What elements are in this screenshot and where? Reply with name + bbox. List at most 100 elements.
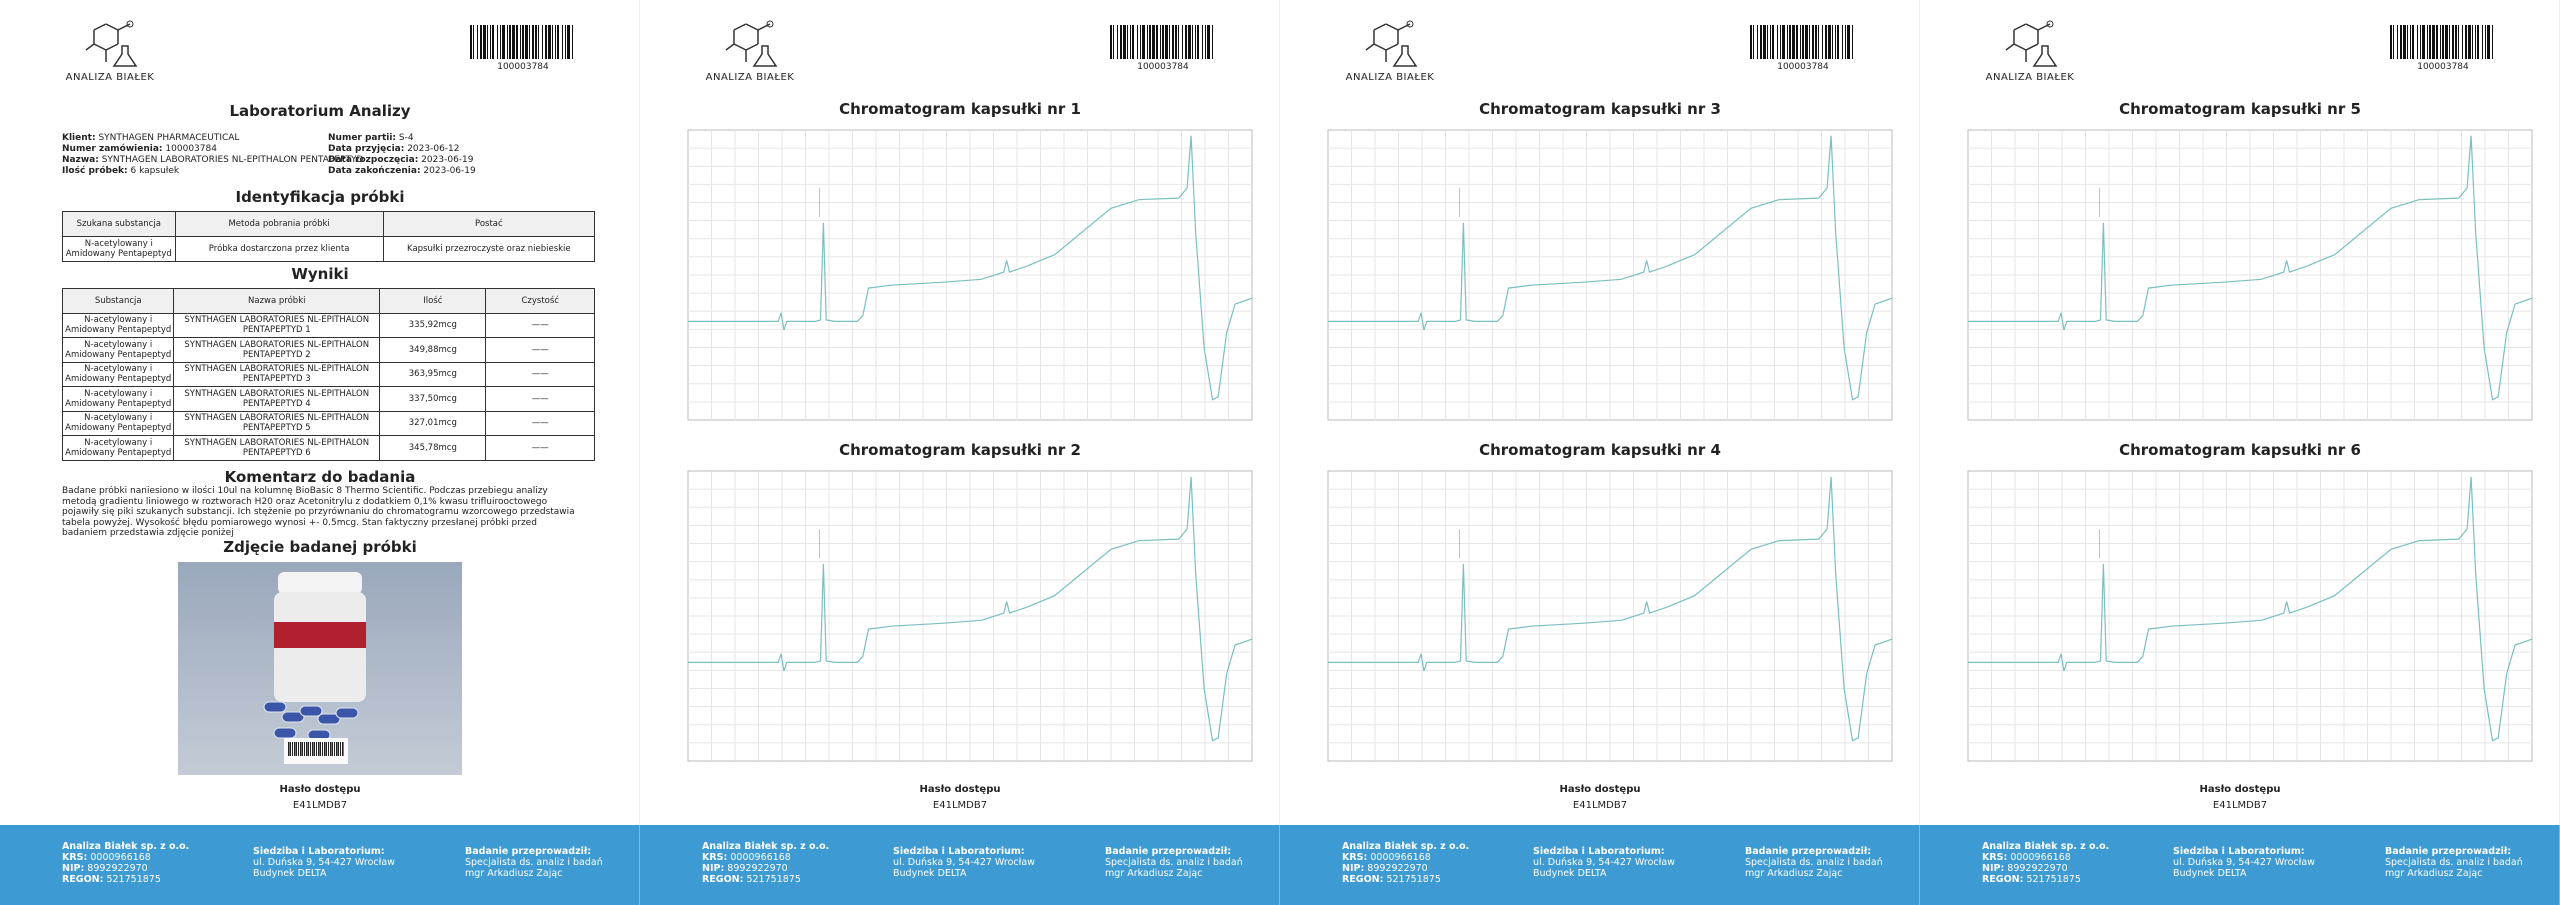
photo-barcode-bar — [308, 742, 309, 756]
registry-value: 0000966168 — [2010, 852, 2071, 863]
barcode-bar — [1202, 25, 1203, 59]
barcode-bar — [532, 25, 534, 59]
info-row: Klient: SYNTHAGEN PHARMACEUTICAL — [62, 133, 363, 144]
barcode-bar — [1165, 25, 1168, 59]
footer-registry: REGON: 521751875 — [62, 874, 189, 885]
barcode-bar — [1828, 25, 1831, 59]
registry-label: KRS: — [62, 852, 88, 863]
table-header: Szukana substancja — [62, 211, 176, 237]
barcode-bar — [1760, 25, 1762, 59]
logo-line — [105, 43, 119, 51]
photo-barcode-bar — [302, 742, 303, 756]
info-value: SYNTHAGEN PHARMACEUTICAL — [98, 133, 240, 143]
logo-icon — [1365, 20, 1418, 67]
logo-line — [93, 43, 107, 51]
info-label: Data zakończenia: — [328, 166, 421, 176]
barcode-bar — [1772, 25, 1774, 59]
photo-barcode-bar — [334, 742, 335, 756]
barcode-bar — [2485, 25, 2486, 59]
footer-examiner-line: Specjalista ds. analiz i badań — [1745, 857, 1883, 868]
barcode — [2390, 25, 2493, 59]
footer-examiner-line: mgr Arkadiusz Zając — [2385, 868, 2483, 879]
chart-title: Chromatogram kapsułki nr 4 — [1479, 441, 1721, 459]
registry-value: 0000966168 — [730, 852, 791, 863]
logo-flask — [2032, 45, 2058, 67]
chromatogram-trace — [1328, 135, 1893, 401]
registry-value: 8992922970 — [1367, 863, 1428, 874]
section-title: Komentarz do badania — [224, 468, 416, 486]
registry-label: NIP: — [702, 863, 725, 874]
footer-address-line: Budynek DELTA — [253, 868, 327, 879]
logo-line — [757, 23, 771, 31]
barcode-bar — [1172, 25, 1174, 59]
photo-barcode-bar — [288, 742, 290, 756]
barcode-bar — [555, 25, 556, 59]
table-header-row: Substancja Nazwa próbki Ilość Czystość — [61, 288, 595, 314]
registry-label: REGON: — [1982, 874, 2024, 885]
section-title: Zdjęcie badanej próbki — [223, 538, 417, 556]
barcode-bar — [2397, 25, 2398, 59]
barcode-bar — [1188, 25, 1191, 59]
barcode-bar — [1750, 25, 1752, 59]
barcode-bar — [1117, 25, 1118, 59]
info-label: Nazwa: — [62, 155, 99, 165]
barcode-bar — [1120, 25, 1122, 59]
barcode-bar — [2417, 25, 2418, 59]
barcode-bar — [2436, 25, 2438, 59]
footer-address-line: ul. Duńska 9, 54-427 Wrocław — [1533, 857, 1675, 868]
barcode-bar — [565, 25, 566, 59]
table-cell: N-acetylowany i Amidowany Pentapeptyd — [62, 236, 176, 262]
logo-line — [725, 43, 735, 51]
footer-registry: REGON: 521751875 — [1982, 874, 2109, 885]
barcode-bar — [1789, 25, 1791, 59]
table-cell: 337,50mcg — [379, 386, 487, 412]
barcode-bar — [2455, 25, 2457, 59]
footer-address-title: Siedziba i Laboratorium: — [893, 846, 1025, 857]
chromatogram — [1967, 470, 2533, 762]
footer-address-line: Budynek DELTA — [2173, 868, 2247, 879]
photo-barcode-bar — [314, 742, 315, 756]
photo-barcode-bar — [312, 742, 314, 756]
barcode-bar — [2393, 25, 2394, 59]
barcode-bar — [509, 25, 511, 59]
barcode-bar — [1837, 25, 1839, 59]
table-header: Postać — [382, 211, 596, 237]
footer-examiner-line: mgr Arkadiusz Zając — [1745, 868, 1843, 879]
info-value: SYNTHAGEN LABORATORIES NL-EPITHALON PENT… — [101, 155, 364, 165]
barcode-bar — [1757, 25, 1758, 59]
table-row: N-acetylowany i Amidowany Pentapeptyd SYN… — [61, 337, 595, 363]
barcode-bar — [1805, 25, 1808, 59]
table-header: Nazwa próbki — [173, 288, 381, 314]
table-row: N-acetylowany i Amidowany Pentapeptyd Pró… — [62, 236, 596, 262]
photo-barcode-bar — [338, 742, 339, 756]
registry-label: REGON: — [62, 874, 104, 885]
footer-registry: REGON: 521751875 — [702, 874, 829, 885]
barcode-bar — [2432, 25, 2435, 59]
barcode-bar — [2390, 25, 2392, 59]
barcode-bar — [2452, 25, 2454, 59]
footer-address-line: ul. Duńska 9, 54-427 Wrocław — [2173, 857, 2315, 868]
barcode-bar — [1195, 25, 1196, 59]
barcode-bar — [492, 25, 494, 59]
section-title: Wyniki — [291, 265, 349, 283]
info-label: Numer zamówienia: — [62, 144, 163, 154]
registry-value: 521751875 — [1386, 874, 1441, 885]
table-header: Ilość — [379, 288, 487, 314]
barcode-bar — [480, 25, 482, 59]
footer-address-title: Siedziba i Laboratorium: — [253, 846, 385, 857]
info-row: Data rozpoczęcia: 2023-06-19 — [328, 155, 476, 166]
barcode-bar — [1818, 25, 1819, 59]
info-value: 100003784 — [165, 144, 217, 154]
table-header-row: Szukana substancja Metoda pobrania próbki… — [62, 211, 596, 237]
barcode-bar — [2440, 25, 2441, 59]
logo-node — [1406, 20, 1414, 28]
logo-line — [2037, 23, 2051, 31]
barcode-bar — [1169, 25, 1170, 59]
barcode-bar — [535, 25, 537, 59]
barcode-bar — [2407, 25, 2408, 59]
barcode-bar — [529, 25, 530, 59]
photo-barcode-bar — [306, 742, 308, 756]
page: ANALIZA BIAŁEK 100003784 Laboratorium Anal… — [0, 0, 640, 825]
table-cell: Próbka dostarczona przez klienta — [174, 236, 384, 262]
logo-flask — [752, 45, 778, 67]
